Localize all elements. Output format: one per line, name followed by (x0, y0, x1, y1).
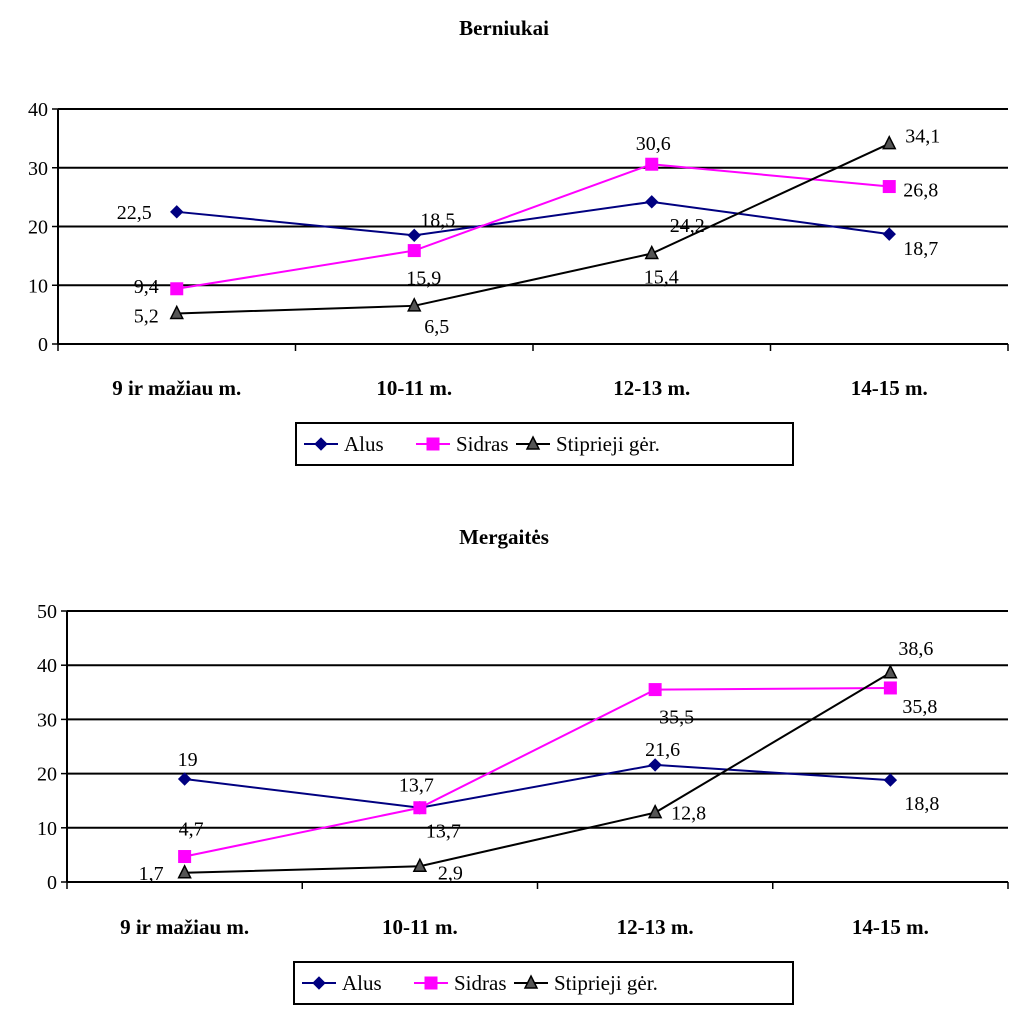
data-label: 21,6 (645, 739, 680, 761)
legend-box (293, 961, 794, 1005)
data-label: 4,7 (179, 819, 204, 841)
data-point-diamond (645, 195, 659, 209)
x-category-label: 12-13 m. (617, 915, 694, 939)
y-tick-label: 40 (37, 655, 57, 677)
data-label: 35,8 (902, 696, 937, 718)
data-point-square (882, 180, 896, 194)
y-tick-label: 10 (28, 275, 48, 297)
legend-label: Alus (344, 432, 384, 456)
data-label: 22,5 (117, 202, 152, 224)
data-point-square (178, 850, 192, 864)
legend-label: Sidras (456, 432, 509, 456)
series-line-diamond (184, 763, 891, 809)
y-tick-label: 20 (37, 764, 57, 786)
data-point-triangle (407, 297, 422, 312)
x-category-label: 10-11 m. (376, 376, 452, 400)
data-label: 34,1 (905, 126, 940, 148)
legend-label: Stiprieji gėr. (556, 432, 660, 456)
data-point-diamond (648, 758, 662, 772)
data-label: 1,7 (139, 863, 164, 885)
data-label: 24,2 (670, 215, 705, 237)
data-label: 2,9 (438, 862, 463, 884)
data-point-square (413, 801, 427, 815)
data-label: 19 (178, 749, 198, 771)
x-category-label: 9 ir mažiau m. (120, 915, 249, 939)
data-point-triangle (647, 803, 663, 819)
y-tick-label: 0 (47, 872, 57, 894)
y-tick-label: 50 (37, 601, 57, 623)
series-line-diamond (176, 200, 890, 237)
chart-title: Berniukai (459, 16, 549, 40)
legend-label: Alus (342, 971, 382, 995)
data-point-triangle (169, 304, 184, 320)
data-label: 12,8 (671, 803, 706, 825)
series-line-square (184, 686, 891, 858)
data-point-triangle (644, 244, 659, 260)
data-point-triangle (412, 857, 428, 873)
legend-marker-triangle (525, 435, 541, 450)
series-line-square (176, 163, 890, 290)
chart-2: Mergaitės 0 10 20 30 40 50 9 ir mažiau m. 10-11 … (37, 525, 1009, 1005)
data-point-triangle (177, 864, 192, 879)
data-point-square (648, 683, 662, 697)
data-label: 26,8 (903, 180, 938, 202)
x-category-label: 9 ir mažiau m. (112, 376, 241, 400)
data-label: 38,6 (898, 638, 933, 660)
data-point-diamond (407, 228, 421, 243)
legend-label: Stiprieji gėr. (554, 971, 658, 995)
x-category-label: 14-15 m. (852, 915, 929, 939)
data-point-triangle (883, 664, 898, 679)
data-point-triangle (882, 134, 897, 150)
y-tick-label: 20 (28, 217, 48, 239)
data-label: 5,2 (134, 305, 159, 327)
y-tick-label: 30 (28, 158, 48, 180)
data-label: 9,4 (134, 276, 159, 298)
x-category-label: 12-13 m. (613, 376, 690, 400)
data-label: 18,5 (420, 209, 455, 231)
data-label: 18,8 (904, 793, 939, 815)
chart-title: Mergaitės (459, 525, 549, 549)
data-label: 13,7 (399, 775, 434, 797)
data-label: 13,7 (426, 821, 461, 843)
x-category-label: 14-15 m. (851, 376, 928, 400)
data-label: 18,7 (903, 238, 938, 260)
data-point-diamond (883, 773, 898, 787)
legend-label: Sidras (454, 971, 507, 995)
y-tick-label: 0 (38, 334, 48, 356)
data-point-square (170, 282, 184, 296)
series-line-triangle (176, 142, 890, 315)
data-point-square (883, 681, 897, 695)
data-point-diamond (177, 772, 192, 786)
chart-1: Berniukai 0 10 20 30 40 9 ir mažiau m. 10-11 m.… (28, 16, 1009, 466)
data-label: 15,4 (644, 267, 679, 289)
series-line-triangle (184, 671, 891, 874)
data-label: 30,6 (636, 133, 671, 155)
data-point-diamond (170, 205, 184, 219)
y-tick-label: 40 (28, 99, 48, 121)
data-point-square (407, 244, 421, 258)
legend-marker-diamond (312, 976, 326, 990)
legend-marker-diamond (314, 437, 328, 451)
data-label: 35,5 (659, 707, 694, 729)
legend-marker-square (426, 437, 440, 451)
data-label: 15,9 (406, 268, 441, 290)
x-category-label: 10-11 m. (382, 915, 458, 939)
y-tick-label: 10 (37, 818, 57, 840)
data-point-square (645, 157, 659, 171)
data-label: 6,5 (424, 316, 449, 338)
data-point-diamond (882, 227, 896, 241)
y-tick-label: 30 (37, 709, 57, 731)
legend-marker-triangle (523, 974, 539, 989)
legend-marker-square (424, 976, 438, 990)
